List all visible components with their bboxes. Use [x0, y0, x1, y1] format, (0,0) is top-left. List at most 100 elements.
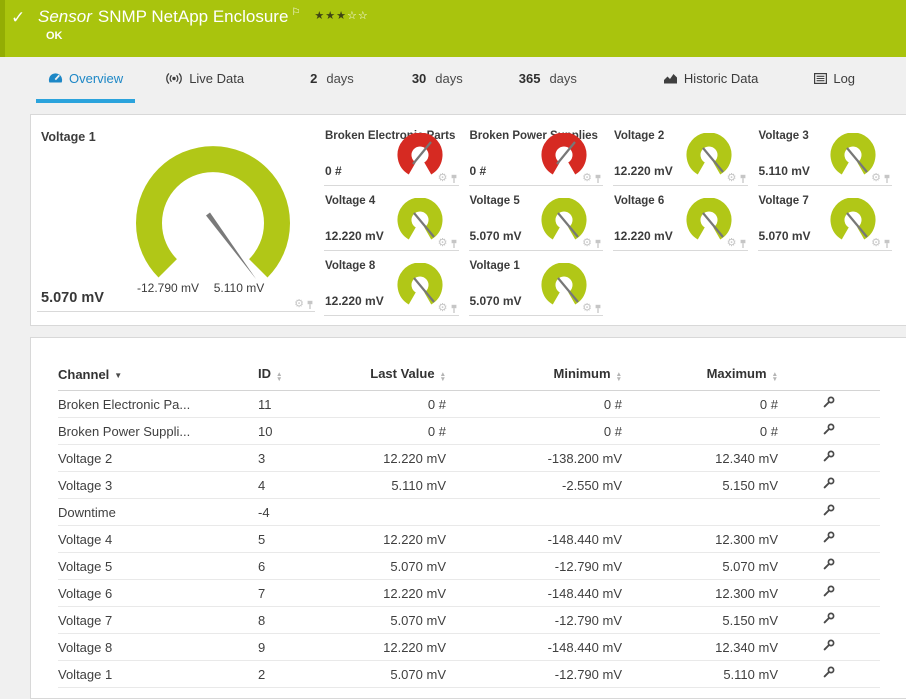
- cell-channel[interactable]: Voltage 7: [58, 606, 258, 634]
- pin-icon[interactable]: [306, 300, 314, 310]
- table-row[interactable]: Voltage 7 8 5.070 mV -12.790 mV 5.150 mV: [58, 606, 880, 634]
- gauge-value: 5.070 mV: [469, 294, 522, 308]
- tab-live-data[interactable]: Live Data: [153, 57, 256, 103]
- pin-icon[interactable]: [739, 174, 747, 184]
- stars-filled[interactable]: ★★★: [314, 10, 347, 22]
- channel-settings-wrench-icon[interactable]: [822, 450, 835, 466]
- priority-stars[interactable]: ★★★☆☆: [314, 10, 368, 22]
- channel-settings-wrench-icon[interactable]: [822, 504, 835, 520]
- cell-channel[interactable]: Voltage 8: [58, 633, 258, 661]
- table-row[interactable]: Voltage 4 5 12.220 mV -148.440 mV 12.300…: [58, 525, 880, 553]
- gauge-gear-icon[interactable]: ⚙: [582, 302, 592, 314]
- cell-channel[interactable]: Broken Power Suppli...: [58, 417, 258, 445]
- channel-settings-wrench-icon[interactable]: [822, 396, 835, 412]
- pin-icon[interactable]: [594, 239, 602, 249]
- cell-channel[interactable]: Voltage 5: [58, 552, 258, 580]
- channel-settings-wrench-icon[interactable]: [822, 585, 835, 601]
- pin-icon[interactable]: [450, 239, 458, 249]
- gauge-gear-icon[interactable]: ⚙: [582, 172, 592, 184]
- gauge-cell-voltage-6[interactable]: Voltage 6 12.220 mV ⚙: [613, 186, 748, 251]
- gauge-cell-broken-power-supplies[interactable]: Broken Power Supplies 0 # ⚙: [468, 121, 603, 186]
- gauge-gear-icon[interactable]: ⚙: [726, 237, 737, 249]
- cell-channel[interactable]: Voltage 2: [58, 444, 258, 472]
- status-color-strip: [0, 0, 5, 57]
- gauge-cell-voltage-3[interactable]: Voltage 3 5.110 mV ⚙: [757, 121, 892, 186]
- cell-last-value: 12.220 mV: [338, 444, 448, 472]
- channel-settings-wrench-icon[interactable]: [822, 423, 835, 439]
- gauge-cell-voltage-2[interactable]: Voltage 2 12.220 mV ⚙: [613, 121, 748, 186]
- channel-settings-wrench-icon[interactable]: [822, 477, 835, 493]
- column-header-channel[interactable]: Channel ▼: [58, 360, 258, 391]
- table-row[interactable]: Voltage 6 7 12.220 mV -148.440 mV 12.300…: [58, 579, 880, 607]
- tab-30-days[interactable]: 30 days: [400, 57, 475, 103]
- pin-icon[interactable]: [883, 174, 891, 184]
- cell-id: 5: [258, 525, 338, 553]
- gauge-value: 12.220 mV: [614, 229, 673, 243]
- gauge-gear-icon[interactable]: ⚙: [871, 237, 881, 249]
- cell-id: 9: [258, 633, 338, 661]
- tab-historic-data[interactable]: Historic Data: [651, 57, 770, 103]
- gauge-icon: [48, 72, 63, 82]
- table-row[interactable]: Voltage 8 9 12.220 mV -148.440 mV 12.340…: [58, 633, 880, 661]
- pin-icon[interactable]: [450, 174, 458, 184]
- cell-channel[interactable]: Downtime: [58, 498, 258, 526]
- gauge-cell-voltage-1[interactable]: Voltage 1 5.070 mV ⚙: [468, 251, 603, 316]
- tab-unit: days: [435, 70, 463, 86]
- table-row[interactable]: Broken Power Suppli... 10 0 # 0 # 0 #: [58, 417, 880, 445]
- pin-icon[interactable]: [883, 239, 891, 249]
- pin-icon[interactable]: [594, 174, 602, 184]
- column-header-last-value[interactable]: Last Value ▲ ▼: [338, 360, 448, 391]
- tab-log[interactable]: Log: [802, 57, 867, 103]
- gauge-cell-voltage-4[interactable]: Voltage 4 12.220 mV ⚙: [324, 186, 459, 251]
- gauge-scale-min: -12.790 mV: [136, 281, 200, 295]
- gauge-cell-broken-electronic-parts[interactable]: Broken Electronic Parts 0 # ⚙: [324, 121, 459, 186]
- gauge-cell-voltage-7[interactable]: Voltage 7 5.070 mV ⚙: [757, 186, 892, 251]
- gauge-cell-voltage-8[interactable]: Voltage 8 12.220 mV ⚙: [324, 251, 459, 316]
- cell-last-value: 5.110 mV: [338, 471, 448, 499]
- cell-channel[interactable]: Voltage 1: [58, 660, 258, 688]
- column-header-id[interactable]: ID ▲ ▼: [258, 360, 338, 391]
- tab-unit: days: [326, 70, 354, 86]
- table-row[interactable]: Voltage 3 4 5.110 mV -2.550 mV 5.150 mV: [58, 471, 880, 499]
- gauge-gear-icon[interactable]: ⚙: [726, 172, 737, 184]
- tab-number: 365: [518, 70, 541, 86]
- table-row[interactable]: Voltage 5 6 5.070 mV -12.790 mV 5.070 mV: [58, 552, 880, 580]
- gauge-gear-icon[interactable]: ⚙: [294, 298, 304, 310]
- channel-settings-wrench-icon[interactable]: [822, 639, 835, 655]
- cell-channel[interactable]: Voltage 6: [58, 579, 258, 607]
- cell-maximum: 12.340 mV: [624, 444, 780, 472]
- table-row[interactable]: Voltage 2 3 12.220 mV -138.200 mV 12.340…: [58, 444, 880, 472]
- primary-gauge-cell[interactable]: Voltage 1 -12.790 mV 5.110 mV 5.070 mV ⚙: [37, 121, 315, 312]
- cell-last-value: 12.220 mV: [338, 579, 448, 607]
- table-row[interactable]: Downtime -4: [58, 498, 880, 526]
- gauge-gear-icon[interactable]: ⚙: [871, 172, 881, 184]
- cell-minimum: -148.440 mV: [448, 633, 624, 661]
- cell-channel[interactable]: Voltage 4: [58, 525, 258, 553]
- channel-settings-wrench-icon[interactable]: [822, 612, 835, 628]
- cell-channel[interactable]: Voltage 3: [58, 471, 258, 499]
- gauge-dial-ok: [397, 263, 442, 305]
- table-row[interactable]: Voltage 1 2 5.070 mV -12.790 mV 5.110 mV: [58, 660, 880, 688]
- cell-channel[interactable]: Broken Electronic Pa...: [58, 390, 258, 418]
- pin-icon[interactable]: [450, 304, 458, 314]
- column-header-minimum[interactable]: Minimum ▲ ▼: [448, 360, 624, 391]
- stars-empty[interactable]: ☆☆: [347, 10, 369, 22]
- column-header-maximum[interactable]: Maximum ▲ ▼: [624, 360, 780, 391]
- tab-overview[interactable]: Overview: [36, 57, 136, 103]
- gauge-gear-icon[interactable]: ⚙: [437, 302, 448, 314]
- channel-settings-wrench-icon[interactable]: [822, 558, 835, 574]
- gauge-value: 0 #: [325, 164, 342, 178]
- gauge-gear-icon[interactable]: ⚙: [437, 237, 448, 249]
- gauge-gear-icon[interactable]: ⚙: [437, 172, 448, 184]
- gauge-channel-name: Voltage 4: [325, 195, 376, 207]
- table-row[interactable]: Broken Electronic Pa... 11 0 # 0 # 0 #: [58, 390, 880, 418]
- tab-2-days[interactable]: 2 days: [298, 57, 366, 103]
- gauge-gear-icon[interactable]: ⚙: [582, 237, 592, 249]
- gauge-cell-voltage-5[interactable]: Voltage 5 5.070 mV ⚙: [468, 186, 603, 251]
- channel-settings-wrench-icon[interactable]: [822, 531, 835, 547]
- flag-icon[interactable]: ⚐: [291, 7, 301, 19]
- tab-365-days[interactable]: 365 days: [507, 57, 589, 103]
- pin-icon[interactable]: [594, 304, 602, 314]
- pin-icon[interactable]: [739, 239, 747, 249]
- channel-settings-wrench-icon[interactable]: [822, 666, 835, 682]
